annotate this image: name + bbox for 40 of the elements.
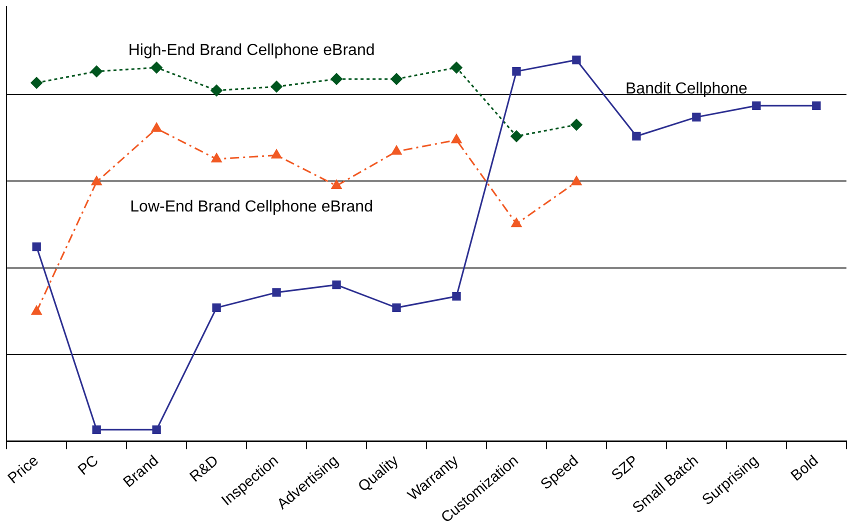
point: [32, 242, 41, 252]
point: [452, 292, 461, 301]
point: [31, 306, 42, 315]
point: [812, 101, 821, 110]
point: [510, 130, 522, 142]
point: [752, 101, 761, 110]
point: [571, 176, 582, 186]
point: [572, 56, 581, 64]
point: [451, 134, 462, 144]
point: [151, 122, 162, 132]
point: [91, 176, 102, 186]
point: [390, 73, 402, 85]
series-label: Low-End Brand Cellphone eBrand: [130, 198, 373, 216]
point: [632, 132, 641, 141]
x-tick-label: SZP: [608, 452, 642, 484]
x-tick-label: PC: [74, 452, 102, 479]
series-label: Bandit Cellphone: [626, 80, 748, 98]
point: [212, 303, 221, 312]
point: [150, 62, 162, 74]
point: [210, 84, 222, 96]
point: [391, 146, 402, 155]
point: [272, 288, 281, 297]
point: [332, 280, 341, 290]
point: [392, 303, 401, 312]
point: [92, 425, 101, 434]
point: [692, 112, 701, 122]
point: [331, 180, 342, 190]
point: [90, 66, 102, 78]
point: [330, 73, 342, 85]
x-tick-label: R&D: [186, 452, 222, 486]
point: [570, 118, 582, 131]
point: [211, 153, 222, 162]
point: [450, 62, 462, 74]
point: [30, 77, 42, 89]
point: [152, 425, 161, 434]
point: [271, 149, 282, 159]
point: [270, 80, 282, 92]
point: [512, 67, 521, 76]
series-label: High-End Brand Cellphone eBrand: [128, 42, 375, 59]
point: [511, 218, 522, 228]
